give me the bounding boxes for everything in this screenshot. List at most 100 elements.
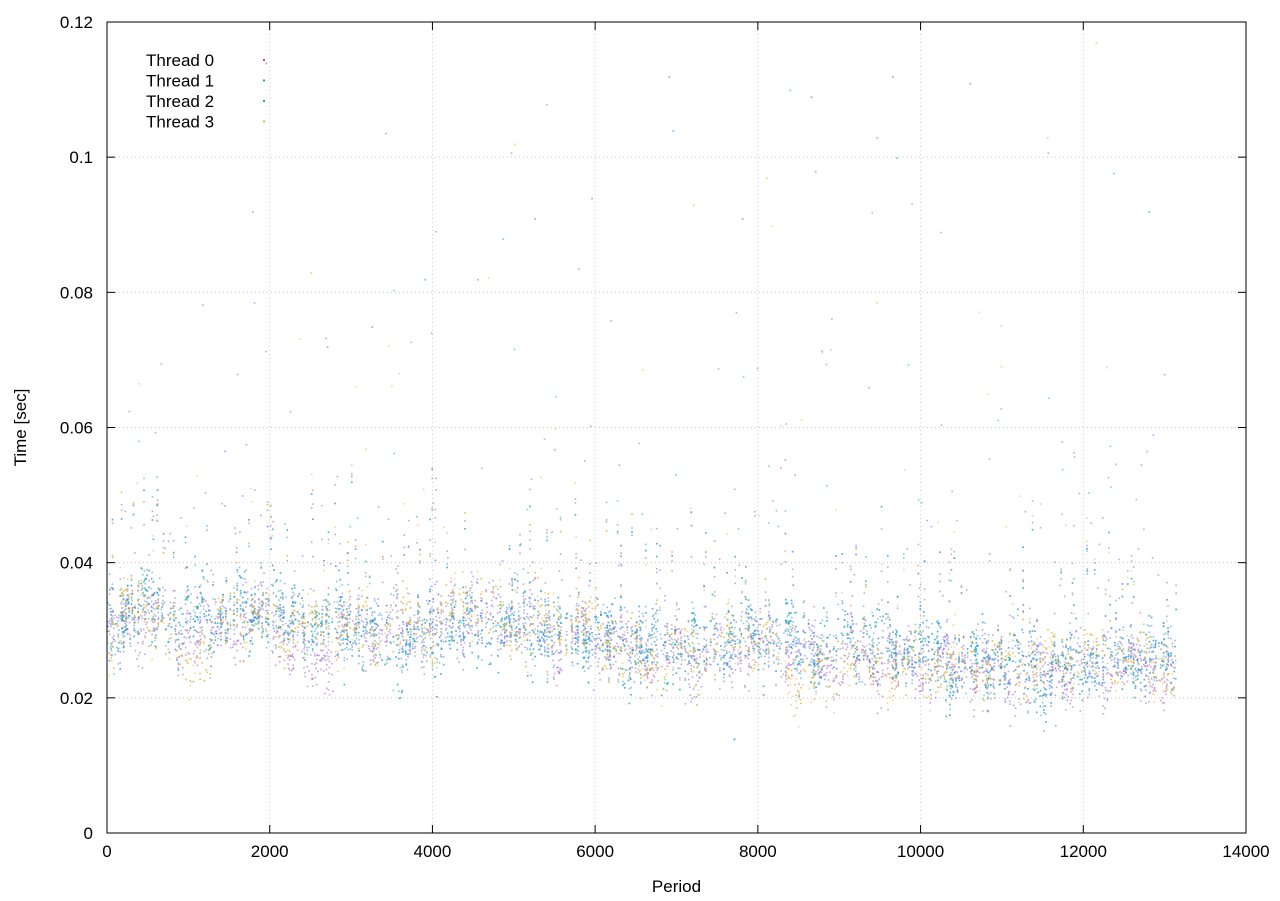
point (197, 643, 199, 645)
point (856, 683, 858, 685)
point (340, 543, 342, 545)
point (455, 604, 457, 606)
point (748, 663, 750, 665)
point (856, 623, 858, 625)
point (1002, 666, 1004, 668)
point (759, 634, 761, 636)
point (741, 651, 743, 653)
point (1160, 700, 1162, 702)
point (190, 616, 192, 618)
point (450, 599, 452, 601)
point (159, 578, 161, 580)
point (258, 585, 260, 587)
point (814, 620, 816, 622)
point (664, 648, 666, 650)
point (378, 506, 380, 508)
point (1136, 670, 1138, 672)
point (254, 489, 256, 491)
point (836, 668, 838, 670)
point (1087, 681, 1089, 683)
point (741, 660, 743, 662)
point (1061, 686, 1063, 688)
point (469, 625, 471, 627)
point (144, 636, 146, 638)
point (769, 627, 771, 629)
point (961, 587, 963, 589)
point (967, 648, 969, 650)
point (594, 652, 596, 654)
series-0 (107, 63, 1177, 727)
point (154, 609, 156, 611)
point (374, 629, 376, 631)
point (606, 615, 608, 617)
point (747, 658, 749, 660)
point (416, 622, 418, 624)
point (817, 669, 819, 671)
point (213, 642, 215, 644)
point (832, 660, 834, 662)
point (970, 688, 972, 690)
point (341, 613, 343, 615)
point (1119, 641, 1121, 643)
point (581, 613, 583, 615)
point (200, 585, 202, 587)
point (476, 625, 478, 627)
point (215, 636, 217, 638)
point (1155, 642, 1157, 644)
point (225, 629, 227, 631)
point (402, 672, 404, 674)
point (379, 613, 381, 615)
point (589, 580, 591, 582)
point (1018, 675, 1020, 677)
point (290, 411, 292, 413)
point (387, 656, 389, 658)
point (647, 676, 649, 678)
point (501, 635, 503, 637)
point (881, 528, 883, 530)
point (283, 641, 285, 643)
point (694, 696, 696, 698)
point (922, 658, 924, 660)
point (236, 626, 238, 628)
point (372, 612, 374, 614)
point (520, 617, 522, 619)
point (236, 644, 238, 646)
point (595, 634, 597, 636)
point (248, 523, 250, 525)
point (530, 603, 532, 605)
point (963, 682, 965, 684)
point (190, 619, 192, 621)
point (945, 663, 947, 665)
point (289, 674, 291, 676)
point (560, 614, 562, 616)
point (448, 595, 450, 597)
point (138, 655, 140, 657)
point (791, 600, 793, 602)
point (217, 644, 219, 646)
point (595, 656, 597, 658)
point (982, 635, 984, 637)
point (459, 636, 461, 638)
point (1123, 626, 1125, 628)
point (661, 666, 663, 668)
point (361, 620, 363, 622)
point (316, 684, 318, 686)
point (310, 623, 312, 625)
point (918, 596, 920, 598)
point (871, 640, 873, 642)
point (949, 661, 951, 663)
point (178, 675, 180, 677)
point (616, 631, 618, 633)
point (1064, 697, 1066, 699)
point (578, 592, 580, 594)
point (671, 628, 673, 630)
point (1033, 625, 1035, 627)
point (1160, 667, 1162, 669)
point (706, 668, 708, 670)
point (1139, 669, 1141, 671)
point (796, 612, 798, 614)
point (889, 661, 891, 663)
point (126, 603, 128, 605)
point (1147, 648, 1149, 650)
point (547, 681, 549, 683)
